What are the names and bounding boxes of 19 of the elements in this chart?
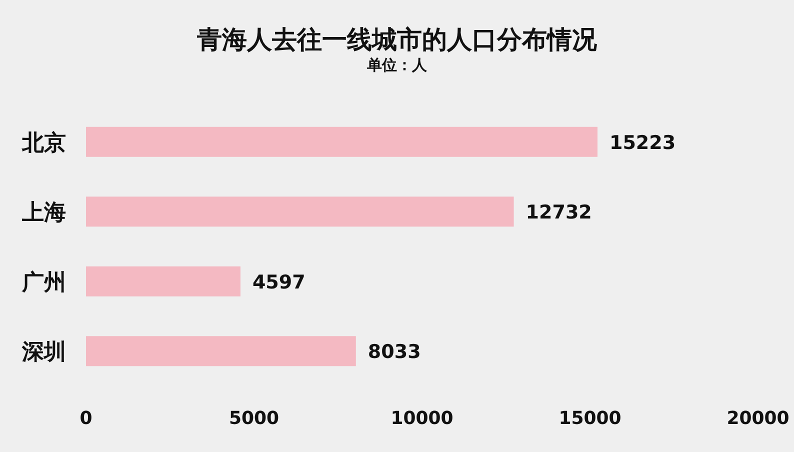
x-tick-label: 0 xyxy=(80,408,92,429)
y-tick-label: 深圳 xyxy=(21,340,66,366)
y-tick-label: 广州 xyxy=(21,269,66,296)
x-tick-label: 15000 xyxy=(558,408,622,429)
bar xyxy=(86,196,514,227)
chart-subtitle: 单位：人 xyxy=(366,56,428,74)
bar xyxy=(86,336,356,366)
y-tick-label: 上海 xyxy=(21,200,66,226)
data-label: 12732 xyxy=(526,202,592,224)
y-tick-label: 北京 xyxy=(21,130,66,156)
data-label: 4597 xyxy=(252,271,306,294)
x-tick-label: 5000 xyxy=(228,408,280,429)
x-tick-label: 10000 xyxy=(390,408,454,429)
data-label: 8033 xyxy=(368,341,421,364)
bar xyxy=(86,266,240,296)
data-label: 15223 xyxy=(609,132,676,154)
bar xyxy=(86,126,598,157)
chart-title: 青海人去往一线城市的人口分布情况 xyxy=(196,25,598,54)
x-tick-label: 20000 xyxy=(726,408,790,429)
